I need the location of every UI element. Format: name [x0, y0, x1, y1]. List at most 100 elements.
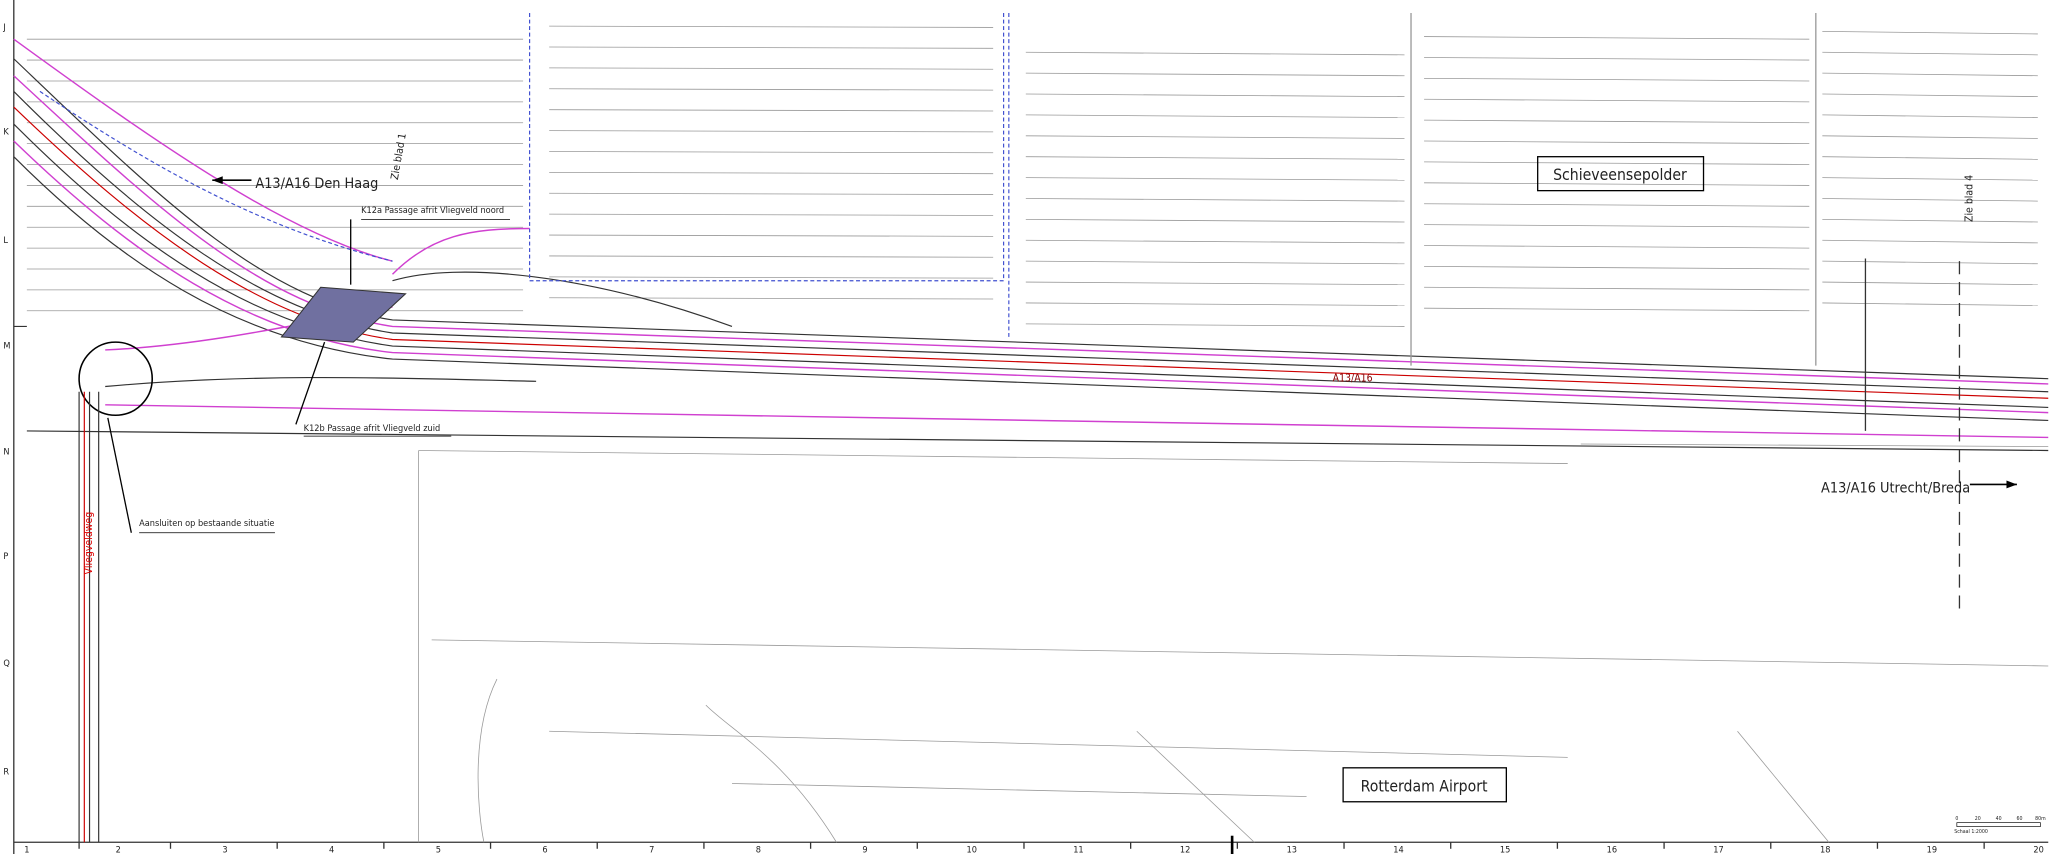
drawing-line [549, 730, 1568, 797]
grid-row-label: R [3, 767, 9, 777]
field-lines [26, 25, 2038, 327]
label: Schieveensepolder [1553, 165, 1687, 184]
field-line [549, 297, 994, 300]
drawing-line [78, 341, 154, 417]
field-line [1424, 307, 1810, 312]
drawing-line [1342, 767, 1507, 803]
grid-column-label: 10 [967, 846, 977, 854]
field-line [549, 46, 994, 49]
drawing-line [13, 140, 2049, 414]
labels: A13/A16 Den Haag K12a Passage afrit Vlie… [83, 132, 1988, 835]
field-line [549, 88, 994, 91]
field-line [1822, 260, 2038, 265]
grid-row-label: Q [3, 659, 9, 669]
drawing-line [1537, 156, 1705, 192]
field-line [1822, 177, 2038, 181]
drawing-line [39, 90, 393, 262]
field-line [1424, 36, 1810, 40]
grid-column-label: 17 [1713, 846, 1723, 854]
field-line [1424, 203, 1810, 207]
field-line [1424, 161, 1810, 165]
airport [418, 13, 2049, 843]
grid-column-label: 16 [1607, 846, 1617, 854]
grid-column-label: 12 [1180, 846, 1190, 854]
field-line [1822, 156, 2038, 160]
field-line [1424, 140, 1810, 145]
field-line [1424, 57, 1810, 61]
drawing-line [105, 376, 537, 388]
field-line [1424, 119, 1810, 124]
field-line [549, 130, 994, 133]
grid-column-label: 18 [1820, 846, 1830, 854]
field-line [1822, 72, 2038, 77]
field-line [1822, 281, 2038, 286]
drawing-line [529, 13, 1010, 340]
field-line [1822, 198, 2038, 202]
label: A13/A16 Den Haag [255, 176, 378, 192]
grid-column-label: 19 [1927, 846, 1937, 854]
label: Schaal 1:2000 [1954, 829, 1988, 835]
field-line [549, 151, 994, 154]
field-line [1424, 265, 1810, 270]
scale-bar-label: 60 [2017, 816, 2023, 822]
scale-bar [1956, 822, 2041, 827]
field-line [1025, 323, 1405, 327]
drawing-line [392, 271, 733, 328]
drawing-line [418, 443, 2049, 464]
label: Vliegveldweg [83, 512, 95, 575]
field-line [1424, 286, 1810, 291]
field-line [549, 171, 994, 175]
field-line [1025, 302, 1405, 306]
field-line [1822, 114, 2038, 118]
field-line [549, 234, 994, 237]
grid-row-label: M [3, 342, 10, 352]
field-line [549, 213, 994, 216]
grid-row-label: L [3, 236, 8, 246]
drawing-line [78, 391, 100, 843]
field-line [1424, 77, 1810, 82]
scale-bar-label: 40 [1996, 816, 2002, 822]
grid-column-label: 9 [862, 846, 867, 854]
field-line [1424, 98, 1810, 103]
frame [13, 0, 2049, 854]
field-line [549, 109, 994, 112]
grid-column-label: 8 [756, 846, 761, 854]
label: Zie blad 4 [1964, 175, 1976, 222]
grid-row-label: J [2, 23, 5, 33]
field-line [549, 276, 994, 279]
field-line [1025, 135, 1405, 139]
field-line [1822, 51, 2038, 56]
field-line [1822, 218, 2038, 223]
grid-column-label: 20 [2033, 846, 2043, 854]
field-line [549, 192, 994, 195]
label: K12b Passage afrit Vliegveld zuid [304, 424, 441, 434]
field-line [1025, 114, 1405, 118]
scale-bar-label: 0 [1955, 816, 1958, 822]
label: A13/A16 Utrecht/Breda [1821, 480, 1970, 496]
scale-bar-label: 80m [2035, 816, 2046, 822]
field-line [1025, 260, 1405, 265]
field-line [549, 25, 994, 28]
grid-column-label: 4 [329, 846, 334, 854]
field-line [1025, 51, 1405, 56]
drainage [39, 13, 1010, 340]
grid-column-label: 11 [1073, 846, 1083, 854]
field-line [1424, 224, 1810, 228]
label: K12a Passage afrit Vliegveld noord [361, 206, 504, 216]
grid-column-label: 7 [649, 846, 654, 854]
grid-column-label: 13 [1287, 846, 1297, 854]
drawing-line [105, 404, 2049, 439]
label: Aansluiten op bestaande situatie [139, 519, 274, 529]
grid-column-label: 15 [1500, 846, 1510, 854]
field-line [549, 255, 994, 258]
field-line [1822, 30, 2038, 35]
field-line [1822, 302, 2038, 306]
field-line [1822, 93, 2038, 98]
field-line [1424, 182, 1810, 186]
field-line [549, 67, 994, 70]
drawing-line [280, 286, 407, 343]
label: A13/A16 [1333, 372, 1373, 384]
grid-row-label: K [3, 127, 9, 137]
field-line [1424, 245, 1810, 249]
